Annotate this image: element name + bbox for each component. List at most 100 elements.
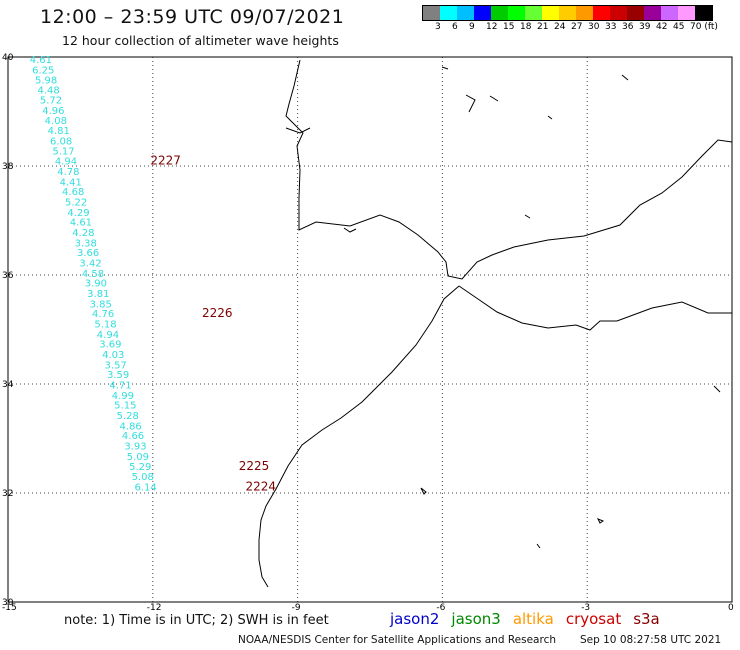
wave-height-label: 5.08 xyxy=(132,472,154,483)
axis-labels: 40 38 36 34 32 30-15 -12 -9 -6 -3 0 xyxy=(2,53,734,613)
wave-height-label: 4.03 xyxy=(102,350,124,361)
satellite-s3a: s3a xyxy=(633,610,660,628)
legend-swatch-12 xyxy=(627,6,644,20)
wave-height-label: 4.68 xyxy=(62,187,84,198)
lon-label-2: -9 xyxy=(292,603,301,613)
island-1 xyxy=(420,487,427,495)
legend-label-15: 70 (ft) xyxy=(690,22,718,32)
wave-height-label: 4.61 xyxy=(30,55,52,66)
footer: NOAA/NESDIS Center for Satellite Applica… xyxy=(238,634,721,646)
inland-6 xyxy=(524,214,531,219)
lon-label-4: -3 xyxy=(581,603,590,613)
lon-label-3: -6 xyxy=(436,603,445,613)
wave-height-label: 4.71 xyxy=(109,381,131,392)
satellite-altika: altika xyxy=(512,610,554,628)
lat-label-3: 34 xyxy=(2,380,14,390)
legend-label-10: 33 xyxy=(605,22,617,32)
legend-label-5: 18 xyxy=(520,22,532,32)
wave-height-label: 6.08 xyxy=(50,136,72,147)
gibraltar-bay xyxy=(343,227,357,233)
legend-label-6: 21 xyxy=(537,22,549,32)
wave-height-label: 4.86 xyxy=(119,421,141,432)
wave-height-label: 5.18 xyxy=(94,320,116,331)
wave-height-label: 6.14 xyxy=(134,482,156,493)
lon-label-1: -12 xyxy=(147,603,162,613)
legend-swatch-0 xyxy=(423,6,440,20)
legend-label-4: 15 xyxy=(503,22,515,32)
wave-height-label: 4.61 xyxy=(70,218,92,229)
legend-swatch-7 xyxy=(542,6,559,20)
wave-height-label: 4.41 xyxy=(60,177,82,188)
wave-height-color-legend xyxy=(422,5,713,21)
wave-height-label: 4.58 xyxy=(82,269,104,280)
note-text: note: 1) Time is in UTC; 2) SWH is in fe… xyxy=(64,613,329,628)
legend-label-1: 6 xyxy=(452,22,458,32)
legend-label-0: 3 xyxy=(435,22,441,32)
legend-label-9: 30 xyxy=(588,22,600,32)
wave-height-label: 5.22 xyxy=(65,197,87,208)
lat-label-2: 36 xyxy=(2,271,14,281)
legend-swatch-9 xyxy=(576,6,593,20)
wave-height-label: 4.76 xyxy=(92,309,114,320)
wave-height-label: 4.96 xyxy=(42,106,64,117)
wave-height-label: 5.17 xyxy=(52,147,74,158)
north-africa-coast xyxy=(458,285,732,331)
island-3 xyxy=(536,543,541,549)
wave-height-label: 3.38 xyxy=(75,238,97,249)
island-2 xyxy=(596,518,605,524)
satellite-track: 4.616.255.984.485.724.964.084.816.085.17… xyxy=(30,55,276,493)
page-title: 12:00 – 23:59 UTC 09/07/2021 xyxy=(40,6,345,28)
inland-5 xyxy=(547,115,553,120)
wave-height-label: 5.09 xyxy=(127,452,149,463)
wave-height-label: 3.66 xyxy=(77,248,99,259)
wave-height-label: 3.69 xyxy=(99,340,121,351)
wave-height-label: 3.85 xyxy=(90,299,112,310)
legend-swatch-4 xyxy=(491,6,508,20)
satellite-legend: jason2 jason3 altika cryosat s3a xyxy=(390,610,660,628)
wave-height-label: 3.81 xyxy=(87,289,109,300)
wave-height-label: 5.98 xyxy=(35,75,57,86)
map-frame xyxy=(7,56,733,603)
wave-height-label: 4.81 xyxy=(48,126,70,137)
wave-height-label: 4.29 xyxy=(67,208,89,219)
orbit-number-label: 2227 xyxy=(150,154,181,168)
legend-label-3: 12 xyxy=(486,22,498,32)
legend-label-2: 9 xyxy=(469,22,475,32)
wave-height-label: 4.94 xyxy=(97,330,119,341)
legend-label-8: 27 xyxy=(571,22,583,32)
portugal-estuary xyxy=(285,127,311,134)
wave-height-label: 4.78 xyxy=(57,167,79,178)
legend-swatch-15 xyxy=(678,6,695,20)
legend-label-12: 39 xyxy=(639,22,651,32)
legend-swatch-16 xyxy=(695,6,712,20)
satellite-cryosat: cryosat xyxy=(565,610,622,628)
wave-height-label: 3.93 xyxy=(124,442,146,453)
legend-swatch-11 xyxy=(610,6,627,20)
lat-label-1: 38 xyxy=(2,162,14,172)
legend-swatch-14 xyxy=(661,6,678,20)
inland-2 xyxy=(465,94,476,113)
wave-height-label: 6.25 xyxy=(32,66,54,77)
wave-height-label: 4.66 xyxy=(122,431,144,442)
wave-height-label: 4.08 xyxy=(45,116,67,127)
legend-swatch-5 xyxy=(508,6,525,20)
orbit-number-label: 2226 xyxy=(202,306,233,320)
legend-swatch-3 xyxy=(474,6,491,20)
satellite-jason3: jason3 xyxy=(451,610,501,628)
wave-height-label: 4.99 xyxy=(112,391,134,402)
page-subtitle: 12 hour collection of altimeter wave hei… xyxy=(62,33,339,48)
wave-height-label: 5.72 xyxy=(40,96,62,107)
footer-timestamp: Sep 10 08:27:58 UTC 2021 xyxy=(580,634,722,646)
legend-label-11: 36 xyxy=(622,22,634,32)
lat-label-0: 40 xyxy=(2,53,14,63)
legend-swatch-1 xyxy=(440,6,457,20)
wave-height-label: 4.94 xyxy=(55,157,77,168)
lat-label-4: 32 xyxy=(2,489,13,499)
lon-label-5: 0 xyxy=(728,603,734,613)
wave-height-label: 5.28 xyxy=(117,411,139,422)
wave-height-label: 4.48 xyxy=(37,86,59,97)
footer-credit: NOAA/NESDIS Center for Satellite Applica… xyxy=(238,634,556,646)
legend-swatch-6 xyxy=(525,6,542,20)
